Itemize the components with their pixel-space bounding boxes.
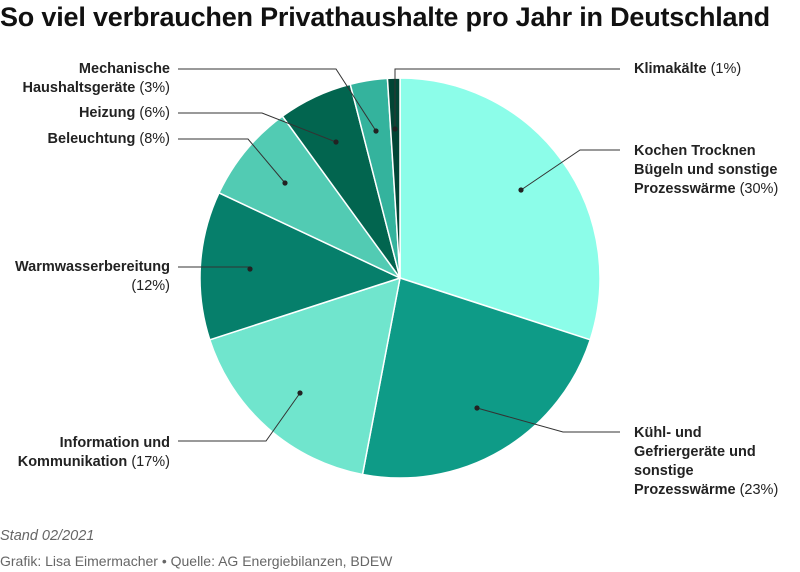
slice-label: Heizung (6%) [79, 104, 170, 123]
leader-line [178, 392, 301, 442]
slice-label: Kühl- und Gefriergeräte und sonstige Prozes… [634, 424, 778, 500]
slice-label: Warmwasserbereitung (12%) [15, 258, 170, 296]
slice-label-text: Beleuchtung [47, 131, 136, 147]
leader-line [476, 407, 620, 433]
slice-label-text: Kochen Trocknen [634, 143, 756, 159]
slice-label: Kochen Trocknen Bügeln und sonstige Prozes… [634, 142, 778, 199]
leader-dot [474, 405, 480, 411]
footer-stand: Stand 02/2021 [0, 528, 95, 544]
leader-dot [282, 180, 288, 186]
leader-line [520, 149, 620, 191]
pie-slice [199, 191, 403, 341]
slice-label: Mechanische Haushaltsgeräte (3%) [23, 60, 170, 98]
leader-line [178, 112, 337, 143]
pie-slice [361, 277, 592, 479]
slice-percent: (1%) [710, 61, 742, 77]
slice-percent: (8%) [139, 131, 170, 147]
leader-dot [333, 139, 339, 145]
pie-slice [208, 276, 401, 476]
slice-label-text: Kommunikation [17, 454, 128, 470]
slice-label-text: Warmwasserbereitung [15, 259, 170, 275]
leader-dot [518, 187, 524, 193]
slice-percent: (3%) [139, 80, 170, 96]
slice-percent: (23%) [739, 482, 779, 498]
slice-percent: (30%) [739, 181, 779, 197]
slice-percent: (12%) [131, 278, 170, 294]
slice-percent: (17%) [131, 454, 170, 470]
slice-label: Information und Kommunikation (17%) [18, 434, 170, 472]
slice-label: Beleuchtung (8%) [48, 130, 170, 149]
slice-label-text: Information und [59, 435, 170, 451]
leader-line [394, 68, 620, 129]
slice-label-text: Klimakälte [634, 61, 707, 77]
slice-label-text: Mechanische [78, 61, 170, 77]
leader-dot [373, 128, 379, 134]
slice-label-text: sonstige [634, 463, 694, 479]
leader-line [178, 138, 286, 184]
footer-credit: Grafik: Lisa Eimermacher • Quelle: AG En… [0, 553, 393, 569]
slice-label-text: Prozesswärme [634, 181, 736, 197]
slice-label-text: Prozesswärme [634, 482, 736, 498]
leader-line [178, 68, 377, 132]
pie-slice [399, 77, 601, 341]
slice-label: Klimakälte (1%) [634, 60, 741, 79]
chart-title: So viel verbrauchen Privathaushalte pro … [0, 2, 770, 32]
pie-slice [218, 115, 401, 279]
slice-percent: (6%) [139, 105, 170, 121]
slice-label-text: Bügeln und sonstige [634, 162, 778, 178]
slice-label-text: Haushaltsgeräte [22, 80, 136, 96]
leader-dot [297, 390, 303, 396]
leader-dot [247, 266, 253, 272]
leader-dot [392, 126, 398, 132]
slice-label-text: Gefriergeräte und [634, 444, 756, 460]
slice-label-text: Kühl- und [634, 425, 702, 441]
slice-label-text: Heizung [78, 105, 136, 121]
